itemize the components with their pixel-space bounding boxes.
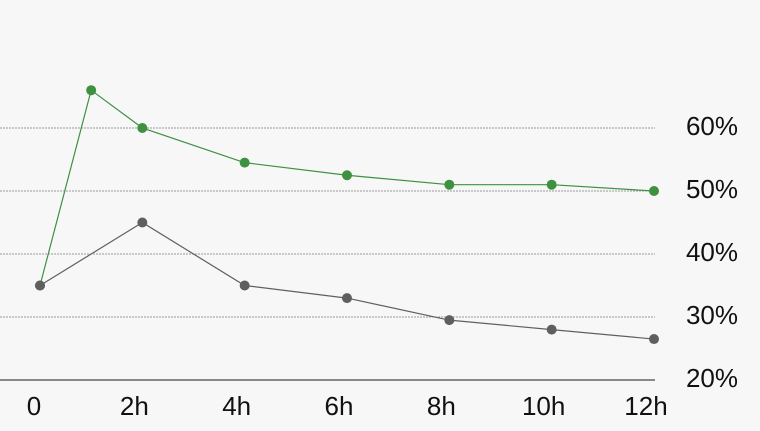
x-tick-label: 12h xyxy=(624,391,667,421)
data-point xyxy=(239,157,250,168)
data-point xyxy=(444,315,455,326)
x-tick-label: 2h xyxy=(120,391,149,421)
data-point xyxy=(137,217,148,228)
data-point xyxy=(546,324,557,335)
y-tick-label: 20% xyxy=(686,363,738,393)
x-tick-label: 4h xyxy=(222,391,251,421)
series-line xyxy=(39,89,655,286)
data-point xyxy=(137,123,148,133)
data-point xyxy=(649,334,659,345)
data-point xyxy=(342,293,352,304)
data-point xyxy=(649,186,659,196)
y-tick-label: 50% xyxy=(686,174,738,204)
y-tick-label: 60% xyxy=(686,111,738,141)
x-tick-label: 0 xyxy=(27,391,41,421)
data-point xyxy=(546,179,557,190)
x-tick-label: 8h xyxy=(427,391,456,421)
x-tick-label: 10h xyxy=(522,391,565,421)
data-point xyxy=(35,280,45,291)
series-line xyxy=(39,221,655,340)
y-tick-label: 40% xyxy=(686,237,738,267)
data-point xyxy=(342,170,352,181)
y-tick-label: 30% xyxy=(686,300,738,330)
x-tick-label: 6h xyxy=(325,391,354,421)
data-point xyxy=(86,85,97,96)
data-point xyxy=(444,179,455,190)
data-point xyxy=(239,280,250,291)
